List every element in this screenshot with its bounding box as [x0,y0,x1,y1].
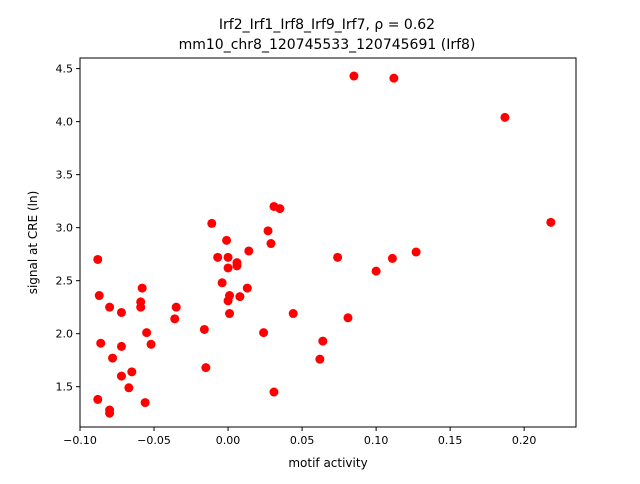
x-tick-label: −0.10 [63,434,97,447]
y-tick-label: 3.0 [56,222,74,235]
x-tick-label: 0.20 [512,434,537,447]
data-point [116,341,126,351]
data-point [146,339,156,349]
data-point [171,302,181,312]
data-point [288,309,298,319]
data-point [387,253,397,263]
data-point [244,246,254,256]
y-axis-ticks: 1.5 2.0 2.5 3.0 3.5 4.0 4.5 [56,63,80,394]
data-point [242,283,252,293]
data-point [116,371,126,381]
data-point [223,252,233,262]
data-point [333,252,343,262]
data-point [263,226,273,236]
data-point [127,367,137,377]
data-points-layer [93,71,556,418]
data-point [343,313,353,323]
x-axis-label: motif activity [288,456,367,470]
y-tick-label: 4.0 [56,116,74,129]
data-point [207,218,217,228]
data-point [232,261,242,271]
y-tick-label: 3.5 [56,169,74,182]
data-point [213,252,223,262]
data-point [389,73,399,83]
y-tick-label: 2.5 [56,275,74,288]
data-point [140,398,150,408]
data-point [269,387,279,397]
data-point [93,394,103,404]
data-point [94,291,104,301]
data-point [93,254,103,264]
x-tick-label: 0.05 [290,434,315,447]
data-point [225,309,235,319]
data-point [137,283,147,293]
data-point [315,354,325,364]
data-point [223,296,233,306]
x-tick-label: 0.15 [438,434,463,447]
data-point [546,217,556,227]
data-point [201,363,211,373]
x-tick-label: −0.05 [137,434,171,447]
y-tick-label: 4.5 [56,63,74,76]
y-axis-label: signal at CRE (ln) [26,191,40,295]
data-point [105,302,115,312]
data-point [500,112,510,122]
data-point [235,292,245,302]
x-axis-ticks: −0.10 −0.05 0.00 0.05 0.10 0.15 0.20 [63,427,536,447]
data-point [259,328,269,338]
chart-title-line1: Irf2_Irf1_Irf8_Irf9_Irf7, ρ = 0.62 [219,17,435,33]
y-tick-label: 1.5 [56,381,74,394]
chart-title-line2: mm10_chr8_120745533_120745691 (Irf8) [179,37,476,53]
data-point [142,328,152,338]
data-point [170,314,180,324]
data-point [105,408,115,418]
axes-frame [79,57,577,428]
data-point [222,235,232,245]
data-point [217,278,227,288]
data-point [108,353,118,363]
y-tick-label: 2.0 [56,328,74,341]
data-point [349,71,359,81]
data-point [275,204,285,214]
x-tick-label: 0.10 [364,434,389,447]
data-point [199,324,209,334]
data-point [318,336,328,346]
data-point [116,307,126,317]
x-tick-label: 0.00 [216,434,241,447]
data-point [266,239,276,249]
data-point [136,302,146,312]
data-point [124,383,134,393]
data-point [411,247,421,257]
data-point [96,338,106,348]
data-point [371,266,381,276]
data-point [223,263,233,273]
